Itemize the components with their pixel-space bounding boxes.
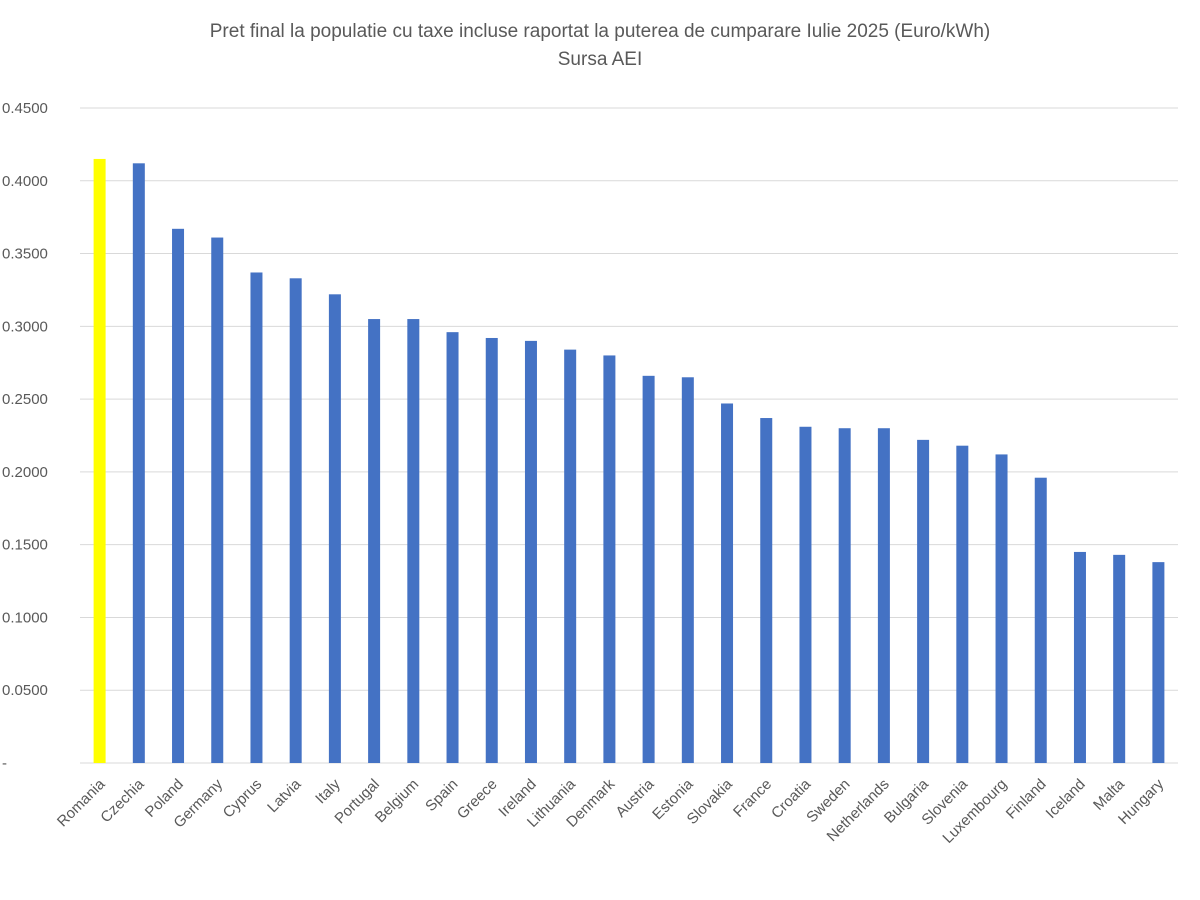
y-tick-label: 0.4500 xyxy=(2,100,48,117)
x-tick-label: Italy xyxy=(312,775,344,807)
x-tick-label: Latvia xyxy=(264,775,305,816)
bar-iceland xyxy=(1073,551,1086,763)
y-tick-label: 0.0500 xyxy=(2,682,48,699)
bar-estonia xyxy=(681,377,694,763)
y-tick-label: 0.4000 xyxy=(2,173,48,190)
bar-cyprus xyxy=(250,272,263,763)
bar-romania xyxy=(93,158,106,763)
bar-hungary xyxy=(1152,562,1165,763)
x-tick-label: Belgium xyxy=(372,776,422,826)
x-tick-label: Czechia xyxy=(97,775,148,826)
bar-luxembourg xyxy=(995,454,1008,763)
bar-netherlands xyxy=(877,428,890,763)
x-tick-label: Finland xyxy=(1003,776,1050,823)
bar-italy xyxy=(328,294,341,763)
x-tick-label: Cyprus xyxy=(220,776,266,822)
bar-poland xyxy=(172,228,185,764)
x-tick-label: Greece xyxy=(454,776,501,823)
bar-lithuania xyxy=(564,349,577,763)
bar-germany xyxy=(211,237,224,764)
y-tick-label: 0.1500 xyxy=(2,537,48,554)
x-tick-label: France xyxy=(730,776,775,821)
chart-subtitle: Sursa AEI xyxy=(557,49,643,70)
bar-ireland xyxy=(524,340,537,763)
bar-portugal xyxy=(368,319,381,763)
bar-denmark xyxy=(603,355,616,763)
chart-title-block: Pret final la populatie cu taxe incluse … xyxy=(0,18,1200,74)
bar-czechia xyxy=(132,163,145,764)
y-tick-label: - xyxy=(2,755,7,772)
x-tick-label: Romania xyxy=(54,775,109,830)
y-tick-label: 0.1000 xyxy=(2,609,48,626)
x-tick-label: Iceland xyxy=(1043,776,1089,822)
bar-bulgaria xyxy=(917,439,930,763)
y-tick-label: 0.3000 xyxy=(2,318,48,335)
bar-croatia xyxy=(799,426,812,763)
bar-latvia xyxy=(289,278,302,763)
bar-slovakia xyxy=(721,403,734,763)
bar-slovenia xyxy=(956,445,969,763)
y-tick-label: 0.2000 xyxy=(2,464,48,481)
chart-title: Pret final la populatie cu taxe incluse … xyxy=(209,21,991,42)
bar-sweden xyxy=(838,428,851,763)
bar-france xyxy=(760,418,773,763)
bar-spain xyxy=(446,332,459,763)
bar-finland xyxy=(1034,477,1047,763)
y-tick-label: 0.3500 xyxy=(2,246,48,263)
bar-austria xyxy=(642,375,655,763)
bar-malta xyxy=(1113,554,1126,763)
bar-greece xyxy=(485,337,498,763)
bar-belgium xyxy=(407,319,420,763)
y-tick-label: 0.2500 xyxy=(2,391,48,408)
